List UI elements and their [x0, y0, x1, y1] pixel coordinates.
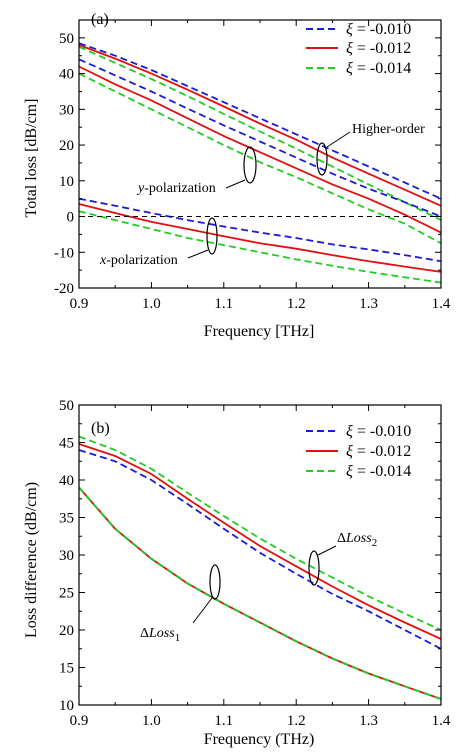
delta-loss-2-label: ΔLoss2: [337, 531, 377, 549]
y-tick-label: 50: [59, 398, 74, 414]
x-polarization-pointer: [187, 249, 209, 259]
x-tick-label: 1.0: [142, 713, 161, 729]
y-polarization-pointer: [225, 179, 246, 189]
delta-loss-1-label: ΔLoss1: [140, 626, 180, 644]
panel-a-y-ticks: -20 -10 0 10 20 30 40 50: [54, 31, 441, 297]
higher-order-pointer: [326, 131, 351, 148]
y-tick-label: 50: [59, 31, 74, 47]
panel-a-legend: ξ = -0.010 ξ = -0.012 ξ = -0.014: [306, 21, 411, 77]
panel-b-plot-frame: [78, 404, 442, 706]
panel-a-label: (a): [91, 11, 109, 28]
x-polarization-ellipse: [206, 217, 218, 255]
panel-b: 0.9 1.0 1.1 1.2 1.3 1.4 10 15 20 25 30 35 40 45 50 (b…: [23, 398, 451, 748]
y-tick-label: 0: [67, 210, 75, 226]
y-tick-label: 20: [59, 138, 74, 154]
panel-b-label: (b): [91, 420, 110, 437]
series-line-loss2-2: [78, 435, 442, 631]
legend-label-xi-010: ξ = -0.010: [346, 423, 411, 440]
higher-order-ellipse: [316, 142, 328, 176]
panel-a: 0.9 1.0 1.1 1.2 1.3 1.4 -20 -10 0 10 20 30 40 50 (a)…: [23, 11, 451, 340]
annotation-delta-loss-1: ΔLoss1: [140, 564, 221, 644]
annotation-y-polarization: y-polarization: [136, 146, 257, 196]
series-line-y-polarization-1: [78, 65, 442, 234]
panel-b-x-axis-label: Frequency (THz): [204, 731, 315, 748]
series-line-loss1-2: [78, 486, 442, 700]
panel-a-series: [78, 42, 442, 284]
legend-label-xi-010: ξ = -0.010: [346, 21, 411, 38]
series-line-higher-order-1: [78, 44, 442, 207]
y-tick-label: -20: [54, 281, 74, 297]
y-tick-label: 25: [59, 586, 74, 602]
x-tick-label: 1.3: [359, 296, 378, 312]
x-tick-label: 1.2: [287, 713, 306, 729]
y-tick-label: 10: [59, 698, 74, 714]
series-line-loss1-0: [78, 486, 442, 700]
series-line-loss2-1: [78, 443, 442, 640]
y-tick-label: 20: [59, 623, 74, 639]
panel-a-plot-frame: [78, 19, 442, 289]
x-tick-label: 1.0: [142, 296, 161, 312]
x-tick-label: 0.9: [70, 713, 89, 729]
higher-order-label: Higher-order: [352, 122, 425, 137]
series-line-higher-order-2: [78, 45, 442, 221]
y-tick-label: 45: [59, 436, 74, 452]
annotation-higher-order: Higher-order: [316, 122, 425, 176]
panel-a-x-axis-label: Frequency [THz]: [204, 323, 315, 340]
panel-b-legend: ξ = -0.010 ξ = -0.012 ξ = -0.014: [306, 423, 411, 480]
legend-label-xi-012: ξ = -0.012: [346, 443, 411, 460]
annotation-x-polarization: x-polarization: [99, 217, 218, 268]
series-line-x-polarization-2: [78, 210, 442, 284]
y-tick-label: 10: [59, 174, 74, 190]
panel-b-series: [78, 435, 442, 700]
delta-loss-1-ellipse: [209, 564, 221, 600]
y-tick-label: 15: [59, 661, 74, 677]
x-tick-label: 0.9: [70, 296, 89, 312]
series-line-y-polarization-0: [78, 58, 442, 218]
delta-loss-2-pointer: [317, 545, 337, 556]
y-polarization-ellipse: [243, 146, 257, 184]
delta-loss-2-ellipse: [308, 550, 320, 586]
x-tick-label: 1.4: [432, 296, 451, 312]
series-line-y-polarization-2: [78, 72, 442, 245]
series-line-loss2-0: [78, 449, 442, 650]
y-tick-label: 30: [59, 102, 74, 118]
series-line-loss1-1: [78, 486, 442, 700]
x-tick-label: 1.3: [359, 713, 378, 729]
y-tick-label: -10: [54, 245, 74, 261]
delta-loss-1-pointer: [192, 597, 213, 624]
panel-b-y-axis-label: Loss difference (dB/cm): [23, 482, 40, 638]
y-tick-label: 40: [59, 473, 74, 489]
x-tick-label: 1.1: [214, 296, 233, 312]
annotation-delta-loss-2: ΔLoss2: [308, 531, 377, 586]
x-tick-label: 1.4: [432, 713, 451, 729]
legend-label-xi-014: ξ = -0.014: [346, 60, 411, 77]
series-line-x-polarization-1: [78, 203, 442, 273]
x-tick-label: 1.2: [287, 296, 306, 312]
x-tick-label: 1.1: [214, 713, 233, 729]
series-line-x-polarization-0: [78, 197, 442, 263]
x-polarization-label: x-polarization: [99, 253, 178, 268]
y-tick-label: 40: [59, 67, 74, 83]
panel-a-y-axis-label: Total loss [dB/cm]: [23, 99, 40, 218]
legend-label-xi-012: ξ = -0.012: [346, 40, 411, 57]
y-tick-label: 30: [59, 548, 74, 564]
y-polarization-label: y-polarization: [136, 181, 216, 196]
legend-label-xi-014: ξ = -0.014: [346, 463, 411, 480]
y-tick-label: 35: [59, 511, 74, 527]
